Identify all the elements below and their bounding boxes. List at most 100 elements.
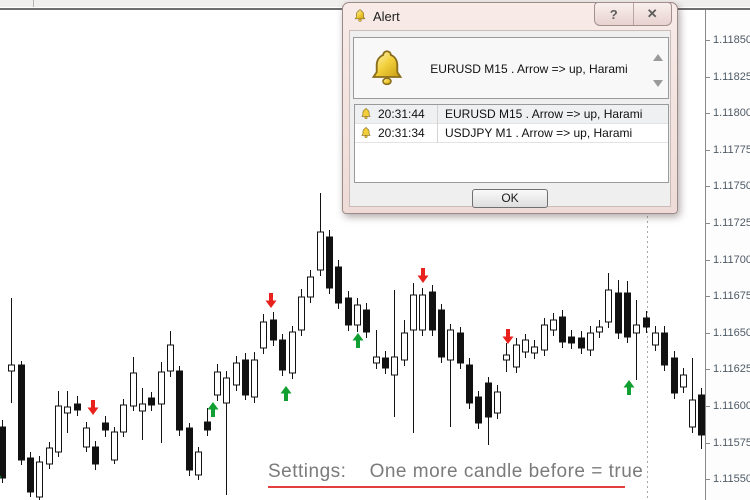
axis-tick <box>706 332 710 334</box>
bull-candle <box>596 326 603 333</box>
alert-row[interactable]: 20:31:44 EURUSD M15 . Arrow => up, Harami <box>355 105 668 124</box>
bear-candle <box>335 266 342 304</box>
bull-candle <box>8 364 15 372</box>
bull-candle <box>55 405 62 453</box>
bull-candle <box>111 431 118 461</box>
bull-candle <box>83 427 90 448</box>
axis-label: 1.11575 <box>713 436 750 449</box>
bear-candle <box>568 336 575 344</box>
bull-candle <box>120 404 127 433</box>
up-arrow-icon <box>0 475 2 478</box>
bull-candle <box>214 371 221 396</box>
axis-tick <box>706 149 710 151</box>
bear-candle <box>429 291 436 331</box>
down-arrow-icon <box>87 400 99 415</box>
alerts-list: 20:31:44 EURUSD M15 . Arrow => up, Harami… <box>354 104 669 183</box>
bear-candle <box>382 357 389 369</box>
scroll-down-icon[interactable] <box>653 80 663 87</box>
axis-tick <box>706 76 710 78</box>
axis-label: 1.11850 <box>713 34 750 46</box>
bull-candle <box>587 332 594 351</box>
bear-candle <box>466 364 473 404</box>
bull-candle <box>167 344 174 372</box>
bull-candle <box>391 356 398 376</box>
bull-candle <box>64 406 71 414</box>
bull-candle <box>354 304 361 326</box>
bull-candle <box>605 289 612 323</box>
bull-candle <box>522 339 529 353</box>
settings-underline <box>268 486 625 488</box>
up-arrow-icon <box>280 386 292 401</box>
alert-dialog-body: EURUSD M15 . Arrow => up, Harami 20:31:4… <box>349 30 671 208</box>
down-arrow-icon <box>417 268 429 283</box>
bear-candle <box>92 446 99 465</box>
axis-label: 1.11600 <box>713 400 750 412</box>
bull-candle <box>260 321 267 349</box>
bull-candle <box>494 391 501 414</box>
bear-candle <box>279 339 286 371</box>
bear-candle <box>186 427 193 471</box>
axis-tick <box>706 479 710 481</box>
settings-label: Settings: <box>268 461 347 482</box>
bear-candle <box>176 370 183 431</box>
alert-row[interactable]: 20:31:34 USDJPY M1 . Arrow => up, Harami <box>355 124 668 143</box>
bear-candle <box>102 422 109 431</box>
axis-tick <box>706 369 710 371</box>
axis-label: 1.11675 <box>713 290 750 303</box>
axis-label: 1.11700 <box>713 253 750 266</box>
bear-candle <box>457 332 464 364</box>
axis-tick <box>706 186 710 188</box>
ok-button[interactable]: OK <box>472 189 548 208</box>
bear-candle <box>27 457 34 493</box>
axis-tick <box>706 40 710 41</box>
axis-tick <box>706 296 710 298</box>
bear-candle <box>363 309 370 333</box>
bear-candle <box>438 309 445 358</box>
price-axis[interactable]: 1.11850 1.11825 1.11800 1.11775 1.11750 1.117… <box>705 10 750 500</box>
bull-candle <box>46 447 53 465</box>
scroll-up-icon[interactable] <box>653 54 663 61</box>
bear-candle <box>671 357 678 394</box>
candles-group <box>0 193 705 500</box>
bell-icon <box>354 9 366 22</box>
bull-candle <box>633 324 640 334</box>
bull-candle <box>373 356 380 364</box>
bull-candle <box>307 276 314 298</box>
bull-candle <box>541 324 548 351</box>
alert-text: EURUSD M15 . Arrow => up, Harami <box>445 107 643 121</box>
bear-candle <box>559 316 566 343</box>
close-button[interactable]: ✕ <box>632 3 672 25</box>
axis-label: 1.11800 <box>713 107 750 120</box>
up-arrow-icon <box>352 333 364 348</box>
bear-candle <box>624 292 631 338</box>
bear-candle <box>270 319 277 341</box>
bull-candle <box>139 403 146 412</box>
candlestick-chart <box>0 11 705 500</box>
bull-candle <box>401 332 408 361</box>
bear-candle <box>475 396 482 424</box>
alert-message-panel: EURUSD M15 . Arrow => up, Harami <box>353 37 669 99</box>
axis-label: 1.11550 <box>713 473 750 486</box>
bull-candle <box>550 319 557 331</box>
alert-time: 20:31:34 <box>378 126 425 140</box>
help-button[interactable]: ? <box>609 6 618 22</box>
axis-tick <box>706 442 710 444</box>
axis-label: 1.11750 <box>713 180 750 193</box>
bear-candle <box>661 332 668 366</box>
bear-candle <box>148 397 155 406</box>
axis-tick <box>706 113 710 115</box>
bear-candle <box>698 394 705 436</box>
bull-candle <box>158 371 165 405</box>
alert-message: EURUSD M15 . Arrow => up, Harami <box>430 62 628 76</box>
bear-candle <box>485 382 492 418</box>
bear-candle <box>0 426 6 479</box>
settings-value: One more candle before = true <box>369 461 644 482</box>
alert-dialog-titlebar[interactable]: Alert ? ✕ <box>343 2 677 29</box>
bull-candle <box>652 332 659 346</box>
alert-text: USDJPY M1 . Arrow => up, Harami <box>445 126 633 140</box>
bell-icon <box>361 127 371 138</box>
signal-arrows <box>0 268 635 478</box>
alert-dialog: Alert ? ✕ EURUSD M15 . Arrow => up, Hara… <box>342 2 678 214</box>
up-arrow-icon <box>207 402 219 417</box>
bull-candle <box>233 362 240 386</box>
